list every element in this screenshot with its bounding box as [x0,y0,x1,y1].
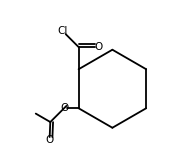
Text: O: O [60,103,68,113]
Text: Cl: Cl [57,26,68,36]
Text: O: O [45,135,54,145]
Text: O: O [94,42,103,52]
